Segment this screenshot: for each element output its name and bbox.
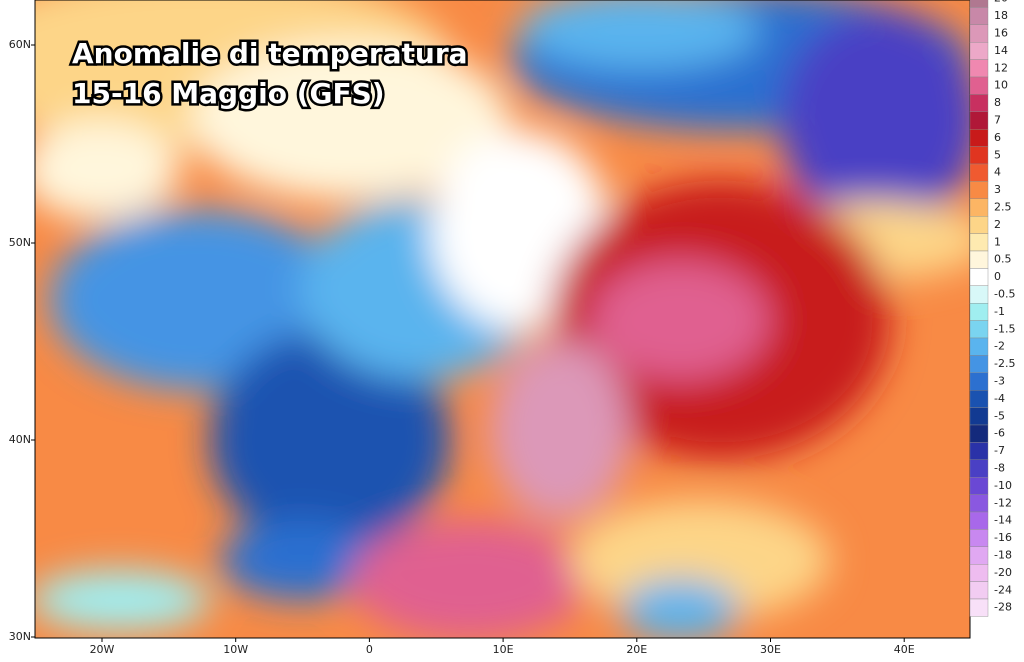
colorbar-label: 4 (994, 166, 1001, 179)
lon-label: 20W (90, 643, 115, 656)
title-line: Anomalie di temperatura (72, 37, 468, 70)
colorbar-label: -1 (994, 305, 1005, 318)
lon-label: 10E (493, 643, 514, 656)
colorbar-label: 14 (994, 44, 1008, 57)
axis-labels: 60N 50N 40N 30N 20W 10W 0 10E 20E 30E 40E (9, 38, 915, 656)
colorbar-swatch (969, 477, 989, 495)
colorbar-swatch (969, 24, 989, 43)
colorbar-label: -2.5 (994, 357, 1015, 370)
colorbar-swatch (969, 303, 989, 321)
colorbar-swatch (969, 424, 989, 443)
colorbar-label: -28 (994, 601, 1012, 614)
colorbar-swatch (969, 163, 989, 182)
colorbar-label: -12 (994, 496, 1012, 509)
colorbar-label: 2 (994, 218, 1001, 231)
colorbar-swatch (969, 581, 989, 600)
colorbar-label: 3 (994, 183, 1001, 196)
colorbar-label: -16 (994, 531, 1012, 544)
colorbar-swatch (969, 268, 989, 286)
colorbar-label: 5 (994, 148, 1001, 161)
lon-label: 0 (366, 643, 373, 656)
colorbar-label: -7 (994, 444, 1005, 457)
colorbar-label: -4 (994, 392, 1005, 405)
colorbar-label: -14 (994, 514, 1012, 527)
colorbar-swatch (969, 598, 989, 617)
colorbar-swatch (969, 0, 989, 8)
anomaly-field (35, 0, 970, 638)
colorbar-swatch (969, 390, 989, 408)
colorbar-label: 20 (994, 0, 1008, 5)
colorbar-swatch (969, 42, 989, 60)
colorbar-swatch (969, 459, 989, 478)
colorbar-label: -5 (994, 409, 1005, 422)
lon-label: 10W (223, 643, 248, 656)
colorbar-label: 8 (994, 96, 1001, 109)
colorbar-swatch (969, 94, 989, 113)
colorbar-label: -6 (994, 427, 1005, 440)
colorbar-label: 2.5 (994, 201, 1012, 214)
colorbar-swatch (969, 111, 989, 130)
lon-label: 20E (626, 643, 647, 656)
colorbar-label: -10 (994, 479, 1012, 492)
lat-label: 50N (9, 236, 31, 249)
colorbar-label: -8 (994, 462, 1005, 475)
colorbar-label: 10 (994, 79, 1008, 92)
colorbar-swatch (969, 233, 989, 252)
colorbar-swatch (969, 511, 989, 530)
colorbar-label: -20 (994, 566, 1012, 579)
colorbar-swatch (969, 128, 989, 147)
lat-label: 60N (9, 38, 31, 51)
colorbar-label: 7 (994, 114, 1001, 127)
colorbar-label: -18 (994, 549, 1012, 562)
colorbar-label: 6 (994, 131, 1001, 144)
colorbar-swatch (969, 181, 989, 199)
colorbar-swatch (969, 442, 989, 460)
colorbar-swatch (969, 250, 989, 269)
colorbar-label: -24 (994, 583, 1012, 596)
colorbar-label: 1 (994, 235, 1001, 248)
colorbar-label: 16 (994, 27, 1008, 40)
colorbar-swatch (969, 198, 989, 217)
title-line: 15-16 Maggio (GFS) (72, 77, 385, 110)
colorbar-swatch (969, 407, 989, 426)
colorbar-swatch (969, 320, 989, 339)
colorbar-label: -2 (994, 340, 1005, 353)
colorbar-swatch (969, 529, 989, 548)
colorbar-label: 0.5 (994, 253, 1012, 266)
colorbar-swatch (969, 285, 989, 304)
colorbar-label: -3 (994, 375, 1005, 388)
colorbar-swatch (969, 494, 989, 513)
lon-label: 30E (760, 643, 781, 656)
lat-label: 40N (9, 433, 31, 446)
lon-label: 40E (894, 643, 915, 656)
colorbar-swatch (969, 76, 989, 95)
colorbar-swatch (969, 146, 989, 165)
colorbar-label: 18 (994, 9, 1008, 22)
colorbar-label: 0 (994, 270, 1001, 283)
lat-label: 30N (9, 630, 31, 643)
colorbar-swatch (969, 7, 989, 25)
colorbar-swatch (969, 337, 989, 356)
colorbar-swatch (969, 564, 989, 582)
colorbar: 20 18 16 14 12 10 8 7 6 5 4 3 2.5 2 1 0.5 0 -0.5 -1 -1.5 -2 -… (969, 0, 1015, 617)
colorbar-label: 12 (994, 61, 1008, 74)
colorbar-swatch (969, 215, 989, 234)
colorbar-swatch (969, 355, 989, 373)
colorbar-label: -0.5 (994, 288, 1015, 301)
colorbar-swatch (969, 59, 989, 78)
colorbar-swatch (969, 372, 989, 391)
colorbar-swatch (969, 546, 989, 565)
colorbar-label: -1.5 (994, 322, 1015, 335)
